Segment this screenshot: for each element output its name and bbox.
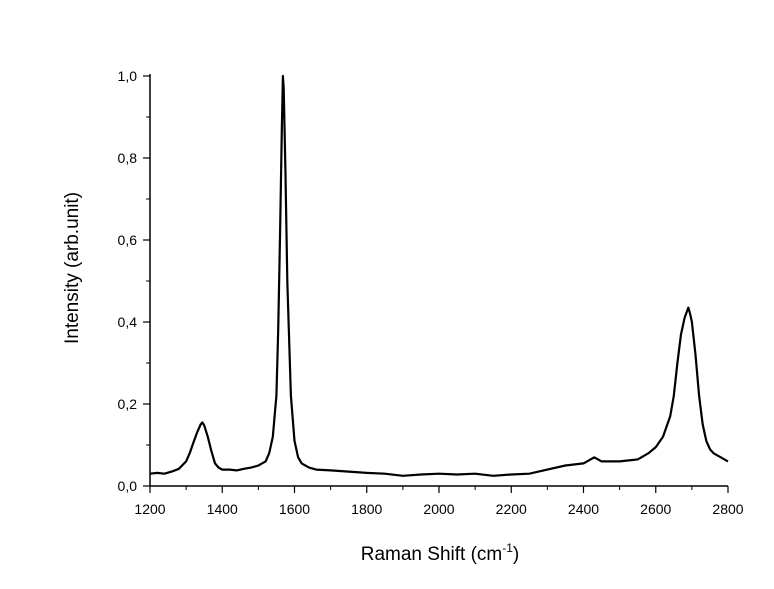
x-tick-label: 2600 <box>640 501 671 517</box>
y-tick-label: 0,8 <box>118 150 138 166</box>
x-tick-label: 1800 <box>351 501 382 517</box>
x-tick-label: 2000 <box>423 501 454 517</box>
y-tick-label: 0,6 <box>118 232 138 248</box>
x-tick-label: 2200 <box>496 501 527 517</box>
x-axis-label-suffix: ) <box>513 544 519 565</box>
x-tick-label: 2800 <box>712 501 743 517</box>
plot-area <box>149 74 729 477</box>
y-axis-label: Intensity (arb.unit) <box>62 192 83 344</box>
y-axis: 0,0 0,2 0,4 0,6 0,8 1,0 <box>118 68 151 494</box>
x-axis-label: Raman Shift (cm-1) <box>361 541 519 565</box>
y-tick-label: 1,0 <box>118 68 138 84</box>
x-tick-label: 2400 <box>568 501 599 517</box>
x-axis: 1200 1400 1600 1800 2000 2200 2400 2600 2800 <box>134 485 744 517</box>
spectrum-line <box>149 74 729 477</box>
x-tick-label: 1400 <box>207 501 238 517</box>
x-tick-label: 1200 <box>134 501 165 517</box>
x-axis-label-text: Raman Shift (cm <box>361 544 502 565</box>
x-tick-label: 1600 <box>279 501 310 517</box>
x-axis-label-superscript: -1 <box>502 541 513 555</box>
y-tick-label: 0,2 <box>118 396 138 412</box>
y-tick-label: 0,4 <box>118 314 138 330</box>
y-tick-label: 0,0 <box>118 478 138 494</box>
